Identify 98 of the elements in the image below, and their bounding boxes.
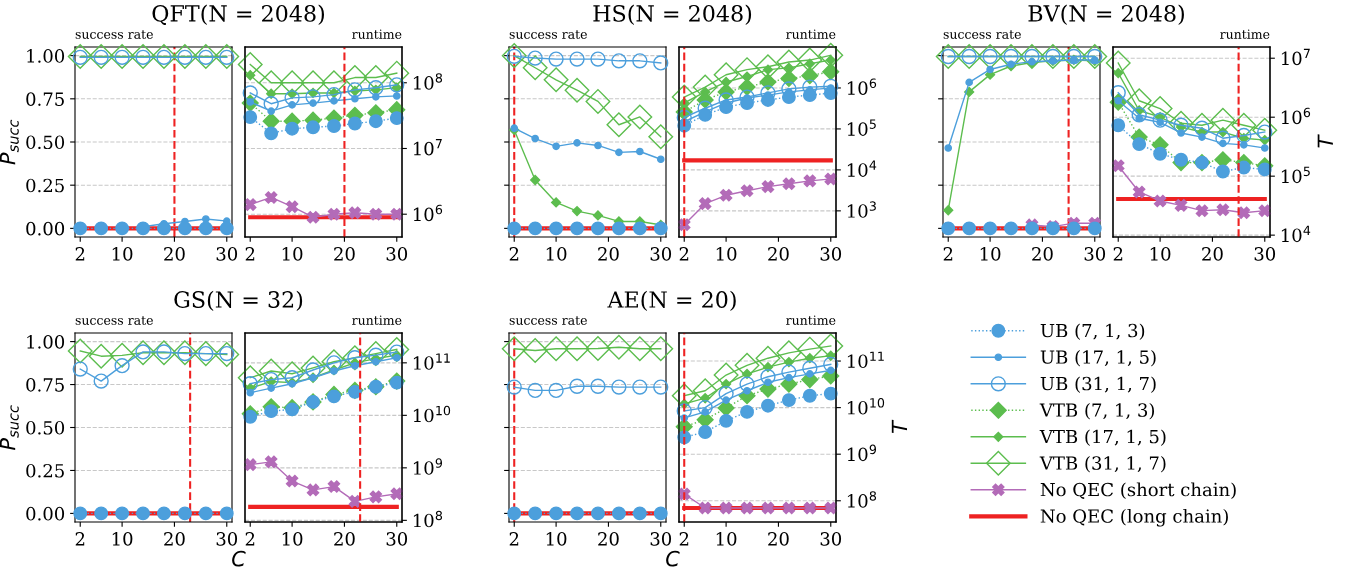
x-tick-label: 30 <box>216 532 238 546</box>
x-tick-label: 30 <box>216 247 238 261</box>
chart-title: GS(N = 32) <box>174 290 303 312</box>
x-tick-label: 2 <box>245 247 255 261</box>
x-tick-label: 30 <box>386 247 408 261</box>
x-tick-label: 2 <box>509 532 519 546</box>
y2-tick-label: 10$^{7}$ <box>1281 48 1310 66</box>
legend-label: No QEC (short chain) <box>1040 482 1236 499</box>
y2-tick-label: 10$^{8}$ <box>413 73 443 90</box>
x-tick-label: 10 <box>546 247 567 261</box>
x-tick-label: 10 <box>112 532 133 546</box>
legend-label: No QEC (long chain) <box>1040 508 1228 527</box>
chart-subtitle: success rate <box>75 316 153 325</box>
y2-tick-label: 10$^{6}$ <box>847 78 877 95</box>
y2-axis-title: T <box>891 419 908 433</box>
y2-tick-label: 10$^{10}$ <box>413 405 451 423</box>
x-tick-label: 2 <box>1113 247 1123 261</box>
x-tick-label: 10 <box>716 532 737 546</box>
x-tick-label: 2 <box>679 532 689 546</box>
y-axis-title: P$_{succ}$ <box>0 405 19 451</box>
y2-tick-label: 10$^{4}$ <box>1281 225 1311 243</box>
x-tick-label: 2 <box>75 247 85 261</box>
x-tick-label: 2 <box>75 532 85 546</box>
chart-subtitle: success rate <box>509 316 587 325</box>
x-tick-label: 30 <box>650 247 672 261</box>
y2-tick-label: 10$^{7}$ <box>413 139 442 156</box>
x-tick-label: 20 <box>334 532 355 546</box>
y-tick-label: 0.00 <box>26 221 65 236</box>
chart-title: BV(N = 2048) <box>1028 4 1184 25</box>
y-tick-label: 0.25 <box>26 178 64 193</box>
y2-tick-label: 10$^{4}$ <box>847 160 877 177</box>
x-tick-label: 30 <box>650 532 672 546</box>
x-tick-label: 20 <box>598 247 619 261</box>
y-tick-label: 0.50 <box>26 420 65 435</box>
x-tick-label: 20 <box>164 247 185 261</box>
chart-subtitle: success rate <box>509 30 587 39</box>
chart-subtitle: success rate <box>75 30 153 39</box>
x-tick-label: 30 <box>820 247 842 261</box>
x-axis-title: C <box>666 550 680 567</box>
legend-label: VTB (17, 1, 5) <box>1039 429 1166 446</box>
y2-tick-label: 10$^{8}$ <box>847 491 877 508</box>
chart-title: QFT(N = 2048) <box>152 4 325 26</box>
y-tick-label: 0.75 <box>26 378 64 392</box>
y2-tick-label: 10$^{9}$ <box>847 444 877 462</box>
x-tick-label: 10 <box>112 247 133 261</box>
y2-tick-label: 10$^{6}$ <box>1281 107 1311 125</box>
x-tick-label: 10 <box>1150 247 1171 261</box>
y-tick-label: 0.50 <box>26 135 65 150</box>
y-tick-label: 0.25 <box>26 463 64 478</box>
legend-label: UB (7, 1, 3) <box>1040 323 1145 340</box>
chart-subtitle: success rate <box>943 30 1021 39</box>
y2-tick-label: 10$^{11}$ <box>847 351 884 369</box>
chart-subtitle: runtime <box>352 315 402 325</box>
x-axis-title: C <box>232 550 246 567</box>
x-tick-label: 20 <box>1202 247 1223 261</box>
y2-axis-title: T <box>1317 134 1333 148</box>
y2-tick-label: 10$^{8}$ <box>413 510 443 528</box>
y2-tick-label: 10$^{5}$ <box>1281 166 1310 184</box>
x-tick-label: 30 <box>1084 247 1106 261</box>
y2-tick-label: 10$^{3}$ <box>847 201 876 218</box>
legend-label: VTB (7, 1, 3) <box>1039 402 1155 420</box>
x-tick-label: 30 <box>820 532 842 546</box>
y-axis-title: P$_{succ}$ <box>0 119 19 165</box>
chart-subtitle: runtime <box>352 29 402 39</box>
x-tick-label: 20 <box>164 532 185 546</box>
chart-subtitle: runtime <box>786 29 836 39</box>
y2-tick-label: 10$^{9}$ <box>413 458 443 475</box>
legend-label: VTB (31, 1, 7) <box>1039 455 1166 473</box>
chart-subtitle: runtime <box>786 315 836 325</box>
y-tick-label: 0.00 <box>26 506 65 521</box>
legend-label: UB (17, 1, 5) <box>1040 349 1156 367</box>
x-tick-label: 20 <box>768 247 789 261</box>
y2-tick-label: 10$^{5}$ <box>847 119 876 136</box>
x-tick-label: 10 <box>716 247 737 261</box>
chart-subtitle: runtime <box>1220 29 1270 39</box>
y2-tick-label: 10$^{10}$ <box>847 398 885 415</box>
y2-tick-label: 10$^{11}$ <box>413 353 450 370</box>
chart-title: AE(N = 20) <box>607 290 736 312</box>
y-tick-label: 1.00 <box>27 49 65 63</box>
x-tick-label: 10 <box>282 247 303 261</box>
x-tick-label: 2 <box>245 532 255 546</box>
legend-label: UB (31, 1, 7) <box>1040 376 1156 393</box>
x-tick-label: 20 <box>334 247 355 261</box>
x-tick-label: 2 <box>679 247 689 261</box>
x-tick-label: 30 <box>1254 247 1276 261</box>
x-tick-label: 30 <box>386 532 408 546</box>
x-tick-label: 20 <box>598 532 619 546</box>
x-tick-label: 2 <box>943 247 953 261</box>
y-tick-label: 1.00 <box>27 335 65 349</box>
x-tick-label: 2 <box>509 247 519 261</box>
y-tick-label: 0.75 <box>26 92 64 106</box>
y2-tick-label: 10$^{6}$ <box>413 204 443 222</box>
x-tick-label: 20 <box>1032 247 1053 261</box>
x-tick-label: 10 <box>980 247 1001 261</box>
x-tick-label: 10 <box>546 532 567 546</box>
chart-title: HS(N = 2048) <box>593 4 752 25</box>
x-tick-label: 20 <box>768 532 789 546</box>
x-tick-label: 10 <box>282 532 303 546</box>
